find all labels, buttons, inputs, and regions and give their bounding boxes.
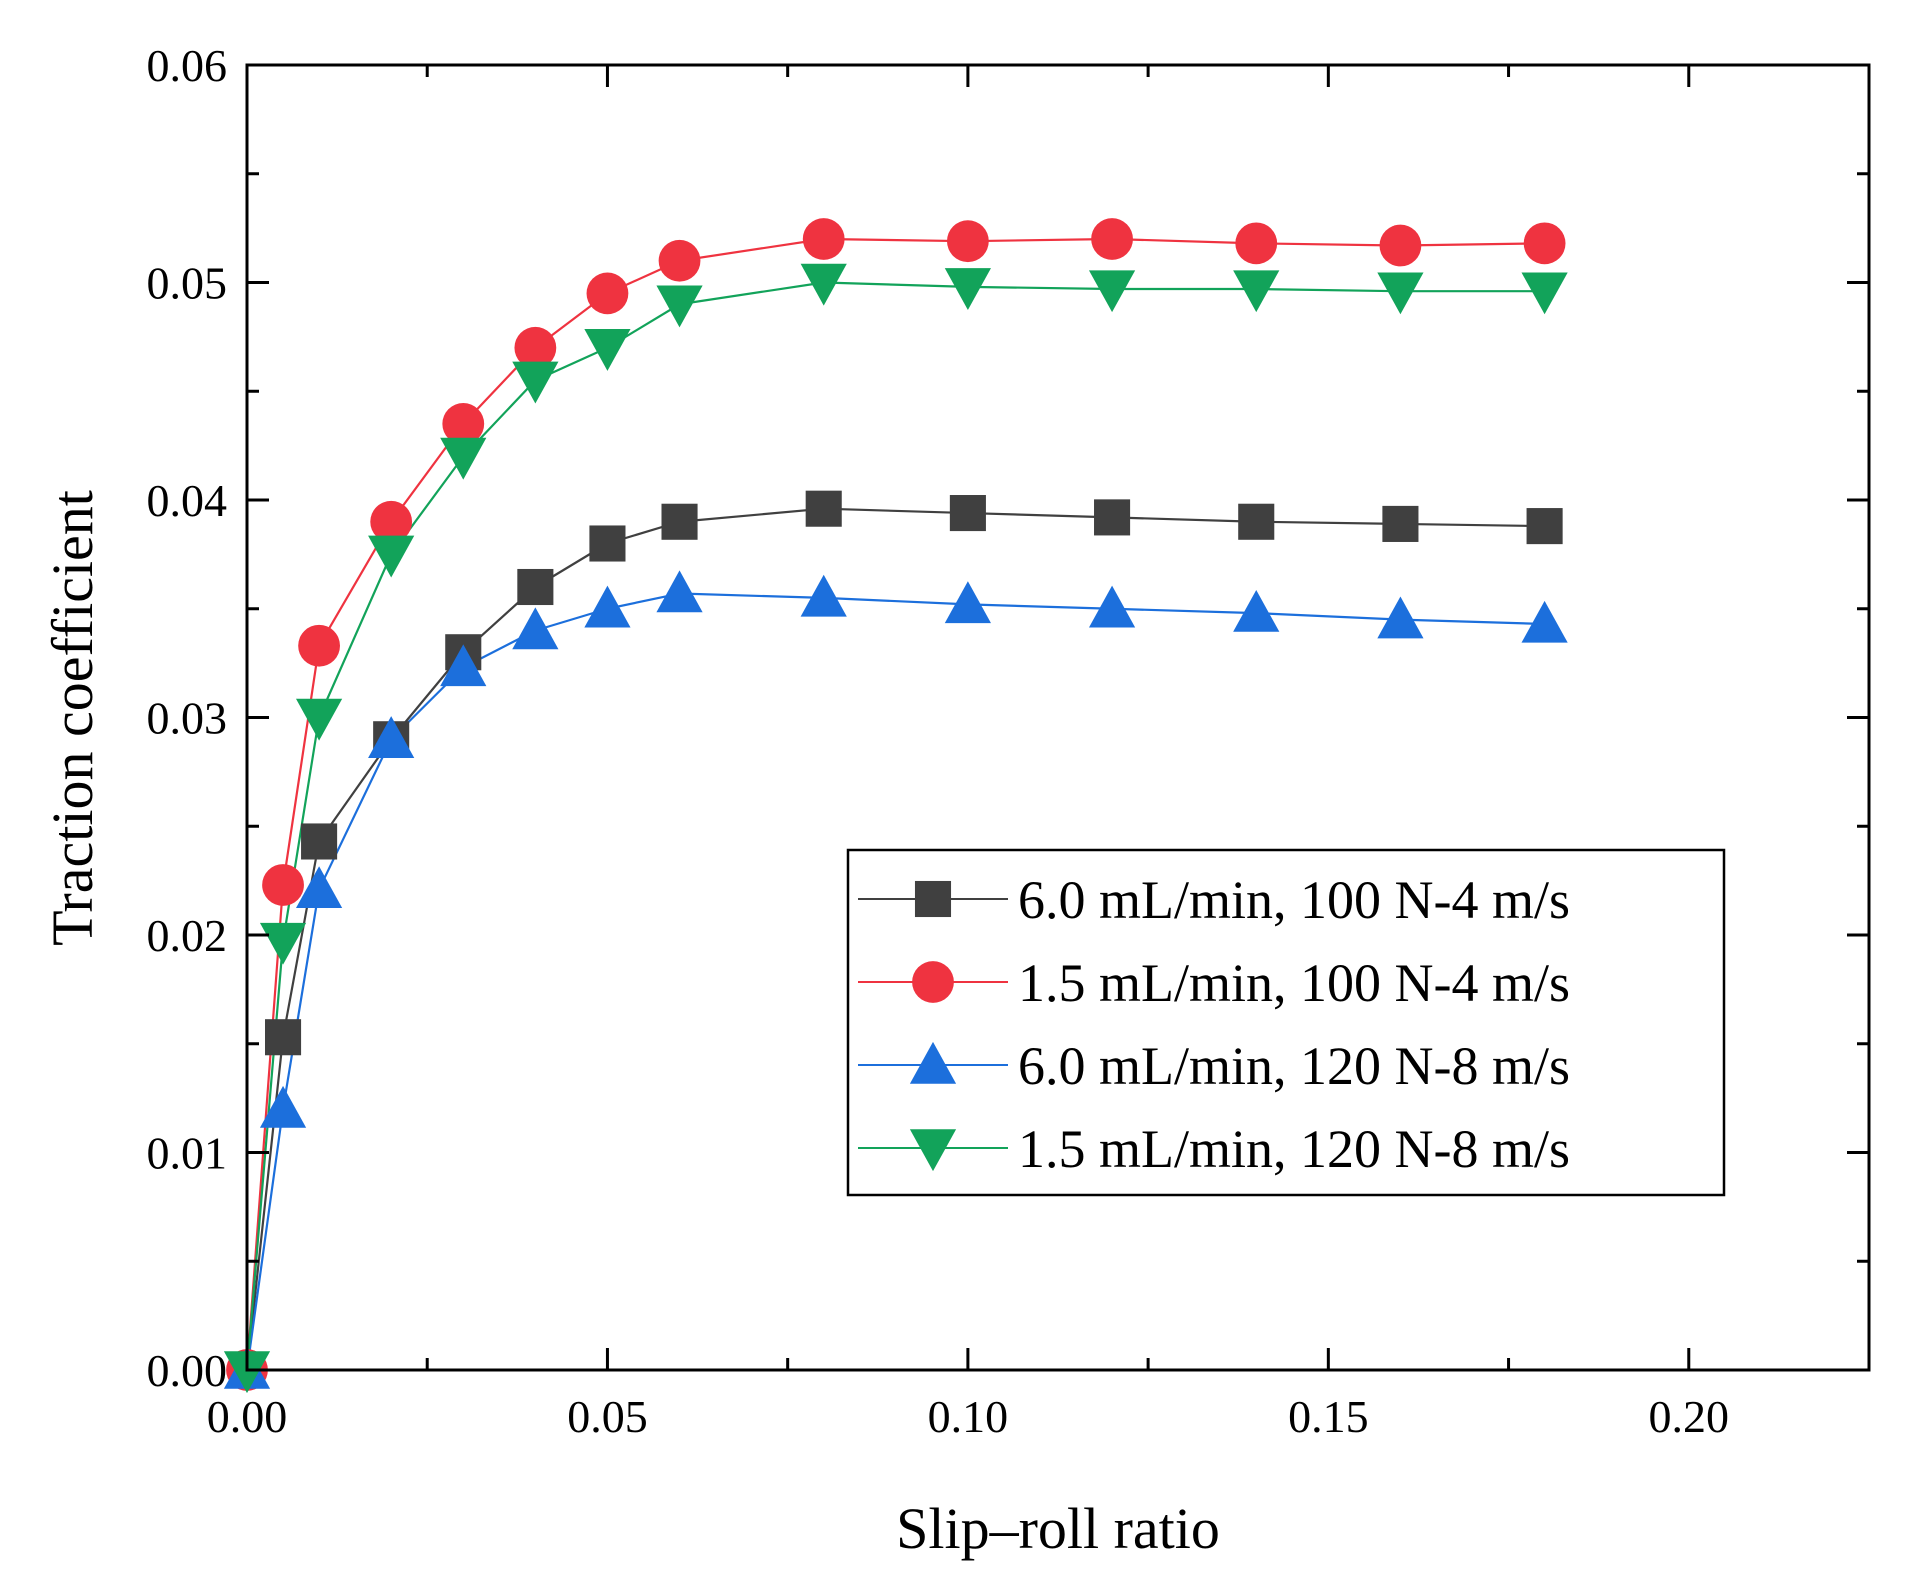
series-1-point	[1094, 499, 1131, 536]
legend-marker-3	[909, 1041, 957, 1084]
legend-label-2: 1.5 mL/min, 100 N-4 m/s	[1018, 953, 1570, 1013]
tick-labels-layer: 0.00 0.05 0.10 0.15 0.20 0.00 0.01 0.02 0.03 0.04…	[147, 40, 1730, 1442]
y-axis-title: Traction coefficient	[40, 490, 105, 946]
legend-marker-shape-1	[914, 880, 952, 918]
series-1-point	[265, 1019, 302, 1056]
series-1-point	[1238, 503, 1275, 540]
series-3-point	[440, 644, 487, 687]
legend-marker-shape-2	[912, 961, 954, 1003]
series-2-point	[370, 500, 413, 543]
series-1-point	[301, 823, 338, 860]
legend-entry-4: 1.5 mL/min, 120 N-8 m/s	[858, 1119, 1570, 1179]
series-4-point	[584, 329, 631, 371]
legend-entry-3: 6.0 mL/min, 120 N-8 m/s	[858, 1036, 1570, 1096]
series-4-point	[1521, 272, 1568, 315]
series-2-point	[1523, 222, 1566, 265]
x-tick-label: 0.15	[1288, 1391, 1369, 1442]
series-3-point	[584, 585, 631, 628]
y-tick-label: 0.05	[147, 258, 228, 309]
series-4-point	[440, 437, 487, 480]
series-4-point	[259, 922, 307, 965]
series-3-point	[368, 716, 415, 758]
y-tick-label: 0.02	[147, 910, 228, 961]
series-4-point	[656, 285, 703, 328]
series-4-point	[512, 361, 559, 404]
legend-marker-shape-4	[909, 1129, 957, 1172]
series-line-4	[245, 281, 1545, 1371]
y-tick-label: 0.03	[147, 693, 228, 744]
series-3-point	[1233, 590, 1280, 632]
legend-marker-2	[912, 961, 954, 1003]
series-line-2	[245, 237, 1545, 1371]
legend-box	[846, 848, 1726, 1197]
y-tick-label: 0.04	[147, 475, 228, 526]
x-tick-label: 0.05	[567, 1391, 648, 1442]
series-2-point	[262, 864, 304, 906]
y-tick-label: 0.00	[147, 1345, 228, 1396]
series-3-point	[512, 607, 559, 650]
series-4-point	[368, 535, 415, 578]
x-tick-label: 0.10	[928, 1391, 1009, 1442]
legend: 6.0 mL/min, 100 N-4 m/s 1.5 mL/min, 100 …	[846, 848, 1726, 1197]
series-1-point	[805, 490, 842, 527]
series-3-point	[1088, 585, 1136, 628]
series-layer	[223, 218, 1568, 1394]
series-1-point	[1382, 505, 1419, 542]
ticks-layer	[245, 63, 1871, 1372]
series-1-point	[589, 525, 626, 562]
series-1-point	[949, 495, 986, 532]
legend-label-1: 6.0 mL/min, 100 N-4 m/s	[1018, 870, 1570, 930]
series-4-point	[1088, 270, 1136, 313]
y-tick-label: 0.01	[147, 1128, 228, 1179]
series-4-point	[800, 263, 847, 306]
series-2-point	[586, 272, 629, 315]
series-2-point	[442, 402, 485, 445]
series-2-point	[802, 218, 845, 260]
series-2-point	[946, 220, 989, 263]
y-tick-label: 0.06	[147, 40, 228, 91]
legend-label-3: 6.0 mL/min, 120 N-8 m/s	[1018, 1036, 1570, 1096]
series-1-point	[661, 503, 698, 540]
series-2-point	[514, 326, 557, 369]
series-3-point	[1521, 600, 1568, 643]
legend-entry-1: 6.0 mL/min, 100 N-4 m/s	[858, 870, 1570, 930]
series-2-point	[1091, 218, 1133, 260]
series-3-point	[800, 574, 847, 617]
series-2-point	[298, 624, 340, 667]
series-3-point	[259, 1085, 307, 1128]
x-tick-label: 0.00	[207, 1391, 288, 1442]
series-2-point	[1379, 224, 1422, 267]
legend-marker-shape-3	[909, 1041, 957, 1084]
series-3-point	[295, 866, 343, 909]
series-4-point	[1377, 272, 1424, 315]
legend-marker-4	[909, 1129, 957, 1172]
series-1-point	[1526, 508, 1563, 545]
series-4-point	[223, 1351, 271, 1394]
legend-marker-1	[914, 880, 952, 918]
legend-entry-2: 1.5 mL/min, 100 N-4 m/s	[858, 953, 1570, 1013]
series-2-point	[658, 239, 701, 282]
series-3-point	[944, 581, 991, 624]
series-1-point	[517, 568, 554, 606]
series-line-3	[245, 592, 1545, 1371]
series-4-point	[295, 698, 343, 741]
series-2-point	[1235, 222, 1278, 265]
x-tick-label: 0.20	[1649, 1391, 1730, 1442]
legend-label-4: 1.5 mL/min, 120 N-8 m/s	[1018, 1119, 1570, 1179]
series-4-point	[1233, 270, 1280, 313]
series-4-point	[944, 268, 991, 310]
x-axis-title: Slip–roll ratio	[896, 1496, 1220, 1561]
series-3-point	[656, 570, 703, 613]
series-3-point	[1377, 596, 1424, 639]
